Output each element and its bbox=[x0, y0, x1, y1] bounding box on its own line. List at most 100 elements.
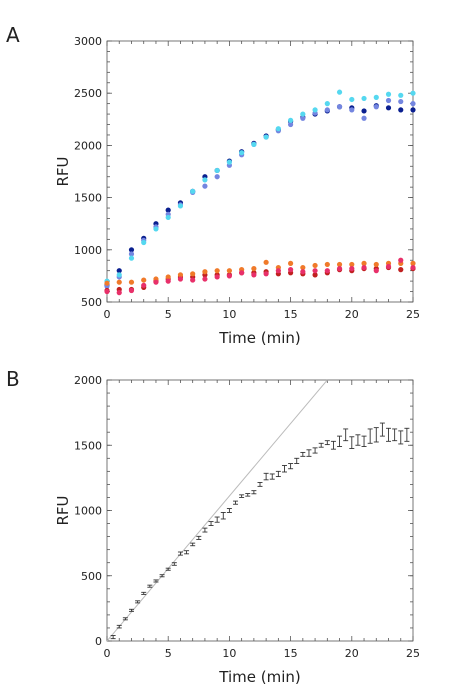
x-tick-label-b: 20 bbox=[345, 647, 359, 660]
y-tick-label-a: 1500 bbox=[74, 192, 102, 205]
x-axis-label-a: Time (min) bbox=[218, 329, 300, 347]
data-point-series-1 bbox=[410, 107, 416, 113]
data-point-series-3 bbox=[226, 159, 232, 165]
data-point-series-6 bbox=[165, 278, 171, 284]
data-point-series-3 bbox=[349, 96, 355, 103]
data-point-series-6 bbox=[214, 274, 220, 280]
data-point-series-6 bbox=[361, 264, 367, 271]
data-point-series-3 bbox=[239, 150, 245, 156]
data-point-series-2 bbox=[361, 115, 367, 121]
data-point-series-2 bbox=[336, 104, 343, 110]
data-point-series-5 bbox=[214, 268, 220, 274]
data-point-series-6 bbox=[226, 273, 232, 279]
data-point-series-3 bbox=[165, 214, 171, 221]
data-point-series-3 bbox=[263, 134, 269, 140]
x-tick-label-b: 10 bbox=[222, 647, 236, 660]
data-point-series-6 bbox=[410, 264, 416, 271]
data-point-series-6 bbox=[104, 288, 110, 295]
x-tick-label-a: 5 bbox=[165, 308, 172, 321]
data-point-series-5 bbox=[165, 274, 171, 280]
data-point-series-6 bbox=[141, 282, 147, 288]
panel-b-chart: B 0 5 10 15 20 25 0 500 1000 1500 2000 Time (min) RFU bbox=[6, 367, 420, 686]
y-tick-label-b: 1500 bbox=[74, 439, 102, 452]
data-point-series-5 bbox=[373, 261, 379, 268]
data-point-series-1 bbox=[398, 107, 404, 113]
data-point-series-4 bbox=[312, 272, 318, 278]
data-point-series-3 bbox=[312, 107, 318, 113]
data-point-series-5 bbox=[116, 279, 122, 285]
data-point-series-6 bbox=[153, 279, 159, 285]
data-point-series-3 bbox=[190, 188, 196, 194]
y-tick-label-a: 2500 bbox=[74, 87, 102, 100]
data-point-series-5 bbox=[300, 264, 306, 271]
y-tick-label-a: 2000 bbox=[74, 139, 102, 152]
y-tick-label-b: 1000 bbox=[74, 505, 102, 518]
data-point-series-5 bbox=[226, 268, 232, 274]
data-point-series-6 bbox=[373, 268, 379, 274]
data-point-series-6 bbox=[239, 270, 245, 276]
data-point-series-5 bbox=[312, 262, 318, 269]
data-point-series-1 bbox=[116, 268, 122, 274]
data-point-series-6 bbox=[398, 257, 404, 263]
data-point-series-3 bbox=[116, 272, 122, 278]
y-axis-label-b: RFU bbox=[54, 495, 72, 525]
plot-frame-a bbox=[106, 40, 414, 303]
x-tick-label-a: 0 bbox=[104, 308, 111, 321]
y-tick-label-a: 1000 bbox=[74, 244, 102, 257]
data-point-series-1 bbox=[361, 108, 367, 114]
x-tick-label-b: 15 bbox=[284, 647, 298, 660]
data-point-series-3 bbox=[398, 92, 404, 98]
data-point-series-6 bbox=[385, 263, 392, 270]
data-point-series-2 bbox=[288, 121, 294, 128]
data-point-series-2 bbox=[398, 98, 404, 105]
y-tick-label-a: 500 bbox=[81, 296, 102, 309]
data-point-series-2 bbox=[410, 101, 416, 107]
data-point-series-3 bbox=[177, 203, 184, 209]
data-point-series-3 bbox=[153, 226, 159, 232]
data-point-series-3 bbox=[202, 177, 208, 183]
data-point-series-2 bbox=[202, 183, 208, 189]
data-point-series-6 bbox=[349, 265, 355, 272]
data-point-series-5 bbox=[141, 277, 147, 283]
data-point-series-3 bbox=[275, 126, 281, 132]
data-point-series-2 bbox=[300, 115, 306, 121]
data-point-series-2 bbox=[373, 104, 379, 110]
data-point-series-6 bbox=[300, 269, 306, 275]
data-point-series-1 bbox=[128, 247, 135, 253]
x-tick-label-a: 25 bbox=[406, 308, 420, 321]
data-point-series-5 bbox=[410, 260, 416, 266]
data-point-series-1 bbox=[165, 207, 171, 213]
y-tick-label-b: 2000 bbox=[74, 374, 102, 387]
panel-letter-a: A bbox=[6, 23, 20, 47]
data-point-series-5 bbox=[324, 261, 330, 268]
data-point-series-5 bbox=[104, 280, 110, 286]
data-point-series-4 bbox=[398, 267, 404, 273]
data-point-series-6 bbox=[251, 272, 257, 278]
data-point-series-2 bbox=[324, 107, 330, 113]
y-axis-label-a: RFU bbox=[54, 156, 72, 186]
data-point-series-6 bbox=[128, 287, 135, 294]
data-point-series-6 bbox=[263, 271, 269, 277]
data-point-series-2 bbox=[214, 174, 220, 180]
data-point-series-6 bbox=[190, 277, 196, 283]
data-point-series-6 bbox=[324, 268, 330, 274]
data-point-series-3 bbox=[288, 117, 294, 123]
data-point-series-2 bbox=[349, 107, 355, 113]
y-tick-label-b: 0 bbox=[95, 635, 102, 648]
data-point-series-6 bbox=[177, 276, 184, 282]
data-point-series-5 bbox=[336, 261, 343, 268]
data-point-series-3 bbox=[251, 141, 257, 147]
x-tick-label-a: 10 bbox=[222, 308, 236, 321]
data-point-series-6 bbox=[202, 276, 208, 282]
data-point-series-1 bbox=[385, 105, 392, 111]
data-point-series-6 bbox=[275, 268, 281, 274]
fit-line-b bbox=[106, 379, 328, 642]
data-point-series-3 bbox=[361, 95, 367, 102]
data-point-series-5 bbox=[251, 265, 257, 272]
x-tick-label-a: 15 bbox=[284, 308, 298, 321]
data-point-series-3 bbox=[141, 239, 147, 246]
data-point-series-2 bbox=[128, 251, 135, 257]
data-point-series-5 bbox=[263, 259, 269, 265]
x-tick-label-b: 5 bbox=[165, 647, 172, 660]
